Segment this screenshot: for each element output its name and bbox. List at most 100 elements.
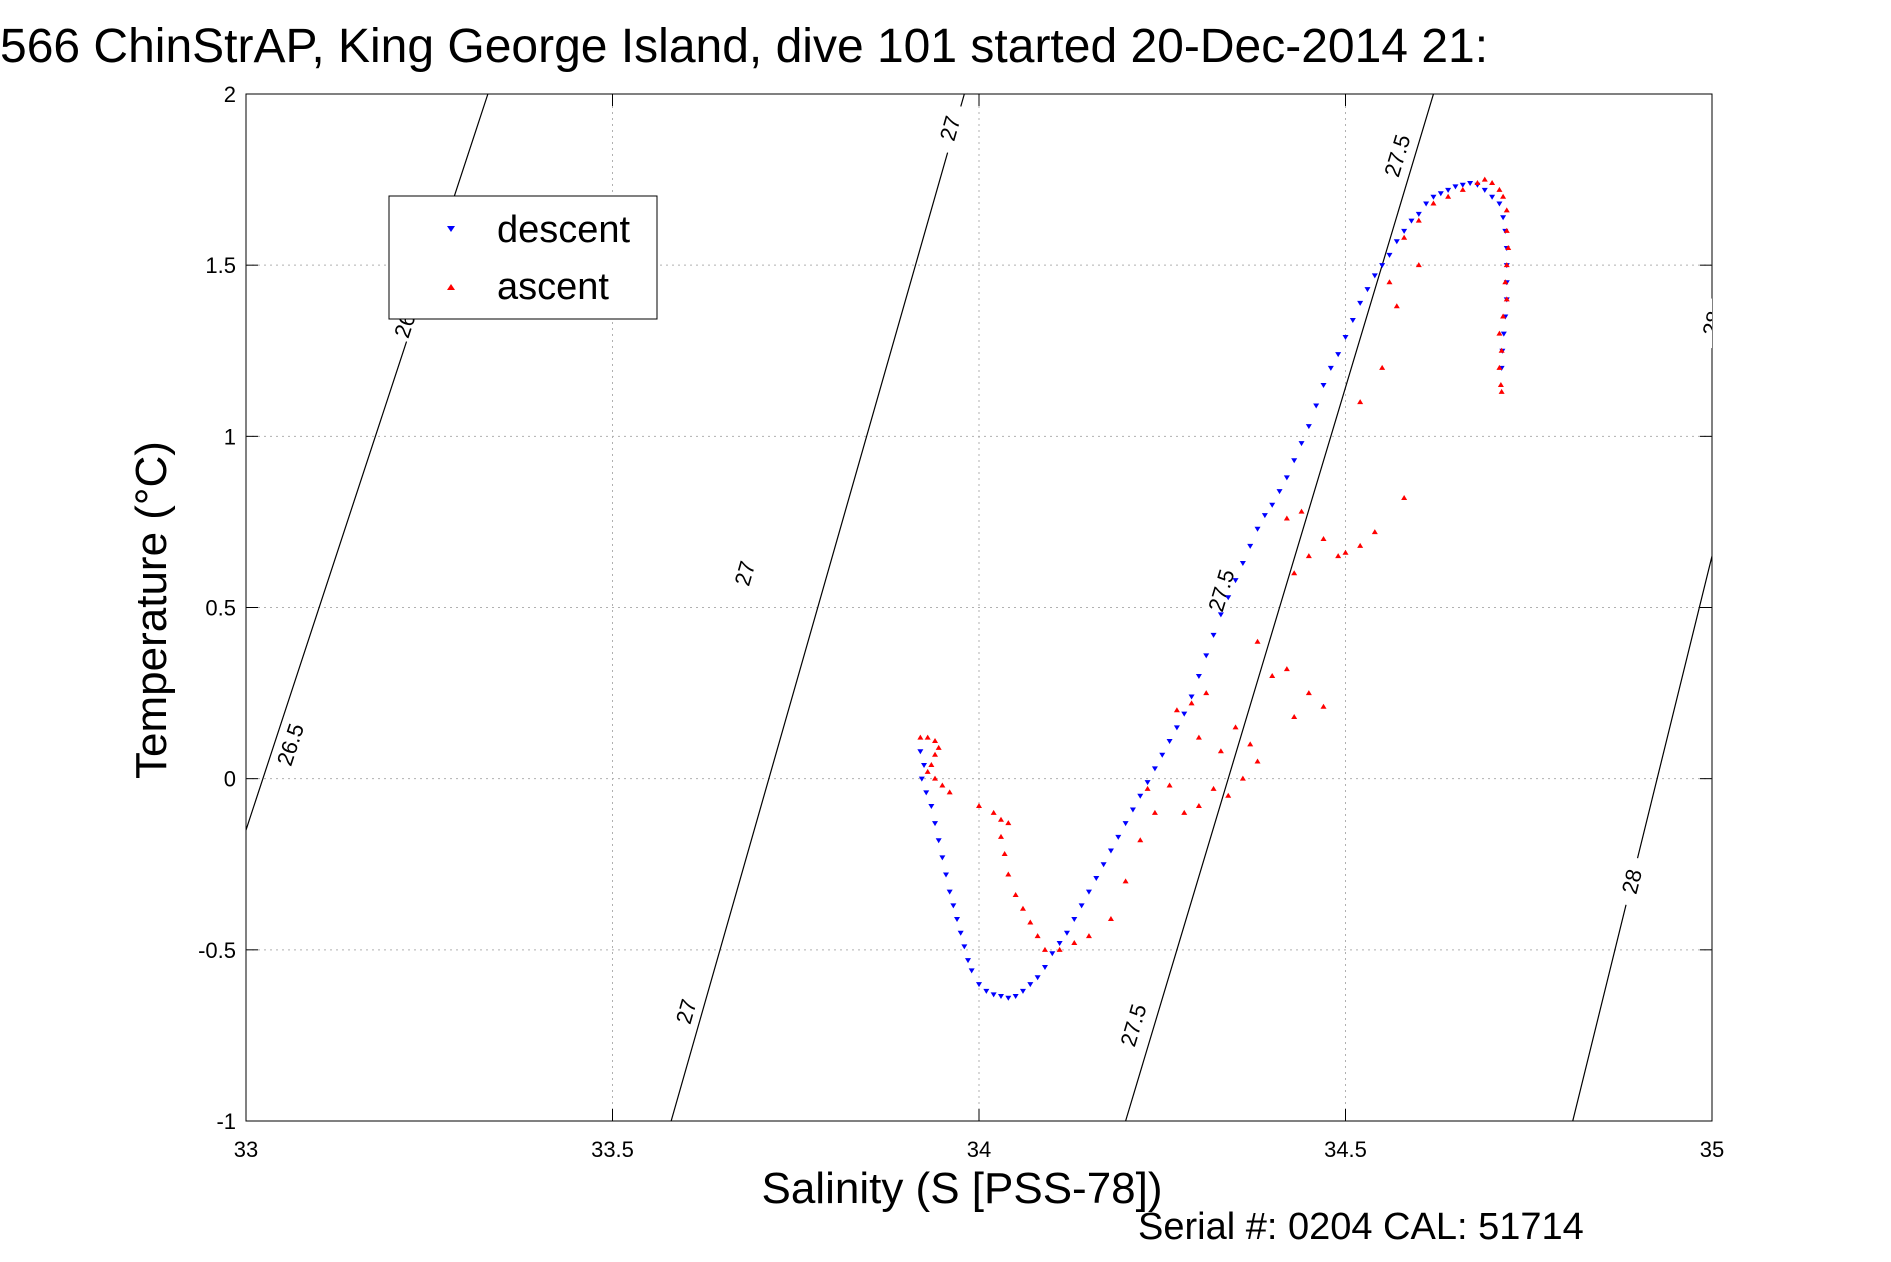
descent-point bbox=[1430, 194, 1437, 200]
descent-point bbox=[1445, 187, 1452, 193]
descent-point bbox=[1122, 821, 1129, 827]
ascent-point bbox=[1320, 703, 1327, 709]
descent-point bbox=[1500, 331, 1507, 337]
descent-point bbox=[1041, 964, 1048, 970]
ascent-point bbox=[1151, 809, 1158, 815]
ascent-point bbox=[1505, 245, 1512, 251]
descent-point bbox=[961, 944, 968, 950]
contour-label-background bbox=[666, 984, 705, 1039]
descent-point bbox=[997, 994, 1004, 1000]
ascent-point bbox=[1210, 785, 1217, 791]
descent-point bbox=[1159, 752, 1166, 758]
descent-point bbox=[1452, 184, 1459, 190]
descent-point bbox=[1335, 352, 1342, 358]
ascent-point bbox=[1496, 364, 1503, 370]
footer-serial-cal: Serial #: 0204 CAL: 51714 bbox=[1138, 1206, 1584, 1248]
descent-point bbox=[1247, 543, 1254, 549]
ascent-point bbox=[1498, 347, 1505, 353]
contour-label-background bbox=[1693, 296, 1712, 350]
x-tick-label: 34.5 bbox=[1324, 1137, 1367, 1162]
ascent-point bbox=[939, 782, 946, 788]
descent-point bbox=[1019, 988, 1026, 994]
legend-ascent-label: ascent bbox=[497, 266, 609, 308]
descent-point bbox=[918, 776, 925, 782]
ascent-point bbox=[1430, 200, 1437, 206]
ascent-point bbox=[932, 775, 939, 781]
descent-point bbox=[968, 968, 975, 974]
ascent-point bbox=[928, 761, 935, 767]
y-tick-label: 0 bbox=[224, 767, 236, 792]
contour-label-background bbox=[1201, 563, 1241, 618]
descent-point bbox=[976, 982, 982, 988]
ascent-point bbox=[1386, 279, 1393, 285]
descent-point bbox=[1210, 632, 1217, 638]
descent-point bbox=[946, 889, 953, 895]
contour-label-background bbox=[725, 546, 764, 600]
ascent-point bbox=[1166, 782, 1173, 788]
density-contour-line bbox=[670, 94, 965, 1121]
ascent-point bbox=[997, 833, 1004, 839]
ascent-point bbox=[1401, 234, 1408, 240]
contour-label: 28 bbox=[1693, 296, 1712, 350]
descent-point bbox=[943, 872, 950, 878]
ascent-point bbox=[1342, 549, 1349, 555]
ascent-point bbox=[1474, 180, 1481, 186]
ascent-point bbox=[1085, 933, 1092, 939]
ascent-point bbox=[1500, 313, 1507, 319]
ascent-point bbox=[1071, 939, 1078, 945]
descent-point bbox=[954, 917, 961, 923]
descent-point bbox=[1049, 951, 1056, 957]
descent-point bbox=[1254, 526, 1261, 532]
descent-point bbox=[1071, 917, 1078, 923]
ascent-point bbox=[1320, 536, 1327, 542]
y-tick-label: 2 bbox=[224, 82, 236, 107]
descent-point bbox=[1012, 994, 1019, 1000]
descent-point bbox=[1327, 365, 1334, 371]
contour-label-background bbox=[930, 101, 969, 155]
x-tick-label: 35 bbox=[1700, 1137, 1724, 1162]
ascent-point bbox=[1005, 820, 1012, 826]
contour-label: 28 bbox=[1612, 854, 1650, 908]
ascent-point bbox=[932, 738, 939, 744]
descent-point bbox=[1342, 335, 1349, 341]
contour-label: 27 bbox=[930, 101, 969, 155]
descent-point bbox=[921, 762, 928, 768]
descent-point bbox=[1500, 215, 1507, 221]
descent-point bbox=[1459, 182, 1466, 188]
descent-point bbox=[1188, 694, 1195, 700]
data-series bbox=[917, 176, 1512, 1001]
ascent-point bbox=[1298, 508, 1305, 514]
contour-label-text: 28 bbox=[1617, 867, 1647, 897]
ascent-point bbox=[990, 809, 997, 815]
ascent-point bbox=[1503, 262, 1510, 268]
ascent-point bbox=[1415, 217, 1422, 223]
ascent-point bbox=[1305, 553, 1312, 559]
legend-descent-label: descent bbox=[497, 209, 631, 251]
descent-point bbox=[965, 958, 972, 964]
descent-point bbox=[1276, 489, 1283, 495]
ascent-point bbox=[1357, 542, 1364, 548]
descent-point bbox=[1320, 382, 1327, 388]
ascent-point bbox=[1056, 946, 1063, 952]
ascent-point bbox=[1401, 494, 1408, 500]
ascent-point bbox=[1283, 666, 1290, 672]
ascent-point bbox=[1305, 690, 1312, 696]
descent-point bbox=[1467, 181, 1474, 187]
ascent-point bbox=[917, 734, 924, 740]
contour-label-background bbox=[1612, 854, 1650, 908]
chart-title: 566 ChinStrAP, King George Island, dive … bbox=[0, 20, 1488, 73]
descent-point bbox=[928, 804, 935, 810]
axis-ticks: 33 33.5 34 34.5 35 -1 -0.5 0 0.5 1 1.5 2 bbox=[198, 82, 1724, 1162]
ascent-point bbox=[1195, 803, 1202, 809]
ascent-point bbox=[1269, 672, 1276, 678]
descent-point bbox=[1107, 848, 1114, 854]
ascent-point bbox=[1247, 741, 1254, 747]
descent-point bbox=[1195, 673, 1202, 679]
ascent-point bbox=[1137, 837, 1144, 843]
descent-point bbox=[1481, 187, 1488, 193]
ascent-point bbox=[1498, 388, 1505, 394]
y-tick-label: 1.5 bbox=[205, 253, 236, 278]
ascent-point bbox=[1503, 227, 1510, 233]
descent-point bbox=[950, 903, 957, 909]
descent-point bbox=[1151, 766, 1158, 772]
